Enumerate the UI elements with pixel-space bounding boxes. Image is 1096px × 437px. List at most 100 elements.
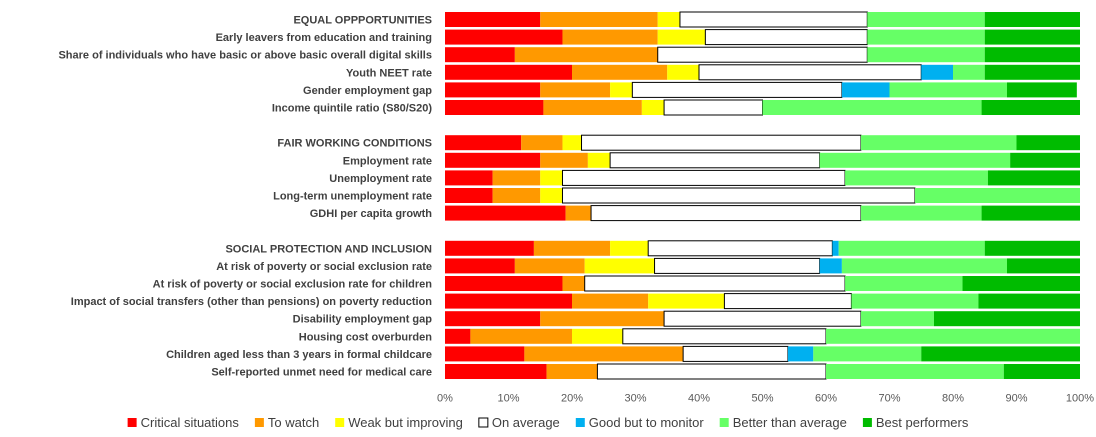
- bar-segment: [663, 99, 764, 116]
- x-axis-ticks: 0% 10% 20% 30% 40% 50% 60% 70% 80% 90% 100%: [437, 393, 1094, 405]
- category-label: Long-term unemployment rate: [273, 191, 432, 203]
- category-label: Employment rate: [343, 155, 432, 167]
- category-label: Self-reported unmet need for medical car…: [211, 367, 432, 379]
- bar-segment: [572, 328, 623, 344]
- category-label: FAIR WORKING CONDITIONS: [277, 138, 432, 150]
- bar-segment: [667, 64, 699, 80]
- bar-segment: [524, 346, 684, 362]
- bar-segment: [762, 100, 982, 115]
- legend-swatch: [719, 418, 729, 427]
- bar-segment: [445, 205, 566, 221]
- bar-segment: [657, 46, 868, 63]
- bar-segment: [445, 64, 572, 80]
- bar-segment: [445, 152, 541, 168]
- bar-segment: [787, 346, 814, 362]
- bar-segment: [445, 311, 541, 327]
- bar-segment: [445, 188, 493, 203]
- bar-segment: [445, 47, 515, 63]
- bar-segment: [445, 240, 534, 256]
- bar-segment: [648, 293, 725, 309]
- bar-segment: [723, 293, 852, 310]
- x-tick-label: 10%: [497, 393, 519, 405]
- bar-segment: [981, 100, 1080, 115]
- bar-segment: [445, 346, 525, 362]
- bar-segment: [657, 29, 706, 45]
- bar-segment: [543, 100, 642, 115]
- bar-segment: [561, 169, 846, 186]
- legend-swatch: [335, 418, 345, 427]
- bar-segment: [860, 205, 982, 221]
- bar-segment: [492, 170, 541, 186]
- bar-segment: [590, 205, 862, 222]
- bar-segment: [826, 328, 1080, 344]
- legend: Critical situations To watch Weak but impr…: [127, 415, 969, 430]
- x-tick-label: 100%: [1066, 393, 1094, 405]
- bar-segment: [987, 170, 1080, 186]
- category-label: Share of individuals who have basic or a…: [58, 50, 432, 62]
- bar-segment: [838, 240, 985, 256]
- bar-segment: [610, 82, 633, 98]
- category-label: Income quintile ratio (S80/S20): [272, 103, 432, 115]
- bar-segment: [981, 205, 1080, 221]
- bar-segment: [587, 152, 611, 168]
- bar-segment: [921, 346, 1080, 362]
- bar-segment: [889, 82, 1007, 98]
- legend-swatch: [478, 417, 489, 428]
- bar-segment: [813, 346, 922, 362]
- bar-segment: [860, 135, 1017, 151]
- bar-segment: [584, 275, 846, 292]
- bar-segment: [540, 170, 563, 186]
- bar-segment: [647, 240, 833, 257]
- bar-segment: [984, 12, 1080, 27]
- category-label: Children aged less than 3 years in forma…: [166, 349, 432, 361]
- x-tick-label: 70%: [878, 393, 900, 405]
- bar-segment: [514, 258, 585, 274]
- bar-segment: [1006, 82, 1077, 98]
- bar-segment: [540, 188, 563, 203]
- bar-segment: [521, 135, 563, 151]
- bar-segment: [933, 311, 1080, 327]
- bar-segment: [826, 364, 1004, 379]
- bar-segment: [841, 82, 890, 98]
- legend-label: Weak but improving: [348, 415, 463, 430]
- bar-segment: [565, 205, 592, 221]
- bar-segment: [1006, 258, 1080, 274]
- legend-label: To watch: [268, 415, 319, 430]
- x-tick-label: 40%: [688, 393, 710, 405]
- bar-segment: [562, 135, 582, 151]
- bar-segment: [841, 258, 1007, 274]
- bar-segment: [682, 345, 789, 362]
- bar-segment: [540, 311, 665, 327]
- bar-segment: [1010, 152, 1080, 168]
- bar-segment: [572, 293, 649, 309]
- bar-segment: [984, 240, 1080, 256]
- bar-segment: [596, 363, 827, 380]
- category-label: Disability employment gap: [293, 314, 433, 326]
- bar-segment: [657, 12, 680, 27]
- bar-segment: [445, 135, 522, 151]
- category-label: At risk of poverty or social exclusion r…: [153, 279, 433, 291]
- bar-segment: [445, 276, 563, 291]
- category-label: Youth NEET rate: [346, 67, 432, 79]
- bar-segment: [867, 12, 985, 27]
- bar-segment: [445, 12, 541, 27]
- category-label: Unemployment rate: [329, 173, 432, 185]
- legend-swatch: [127, 418, 137, 427]
- legend-label: Critical situations: [141, 415, 240, 430]
- bar-segment: [845, 170, 988, 186]
- bar-segment: [851, 293, 979, 309]
- bar-segment: [540, 12, 658, 27]
- bar-segment: [584, 258, 655, 274]
- bar-segment: [445, 170, 493, 186]
- bar-segment: [445, 100, 544, 115]
- bar-segment: [622, 328, 827, 345]
- bar-segment: [562, 276, 585, 291]
- legend-label: Better than average: [733, 415, 847, 430]
- bar-segment: [540, 82, 611, 98]
- bar-segment: [492, 188, 541, 203]
- bar-segment: [641, 100, 665, 115]
- bar-segment: [561, 187, 916, 204]
- bar-segment: [610, 240, 649, 256]
- bar-segment: [832, 240, 839, 256]
